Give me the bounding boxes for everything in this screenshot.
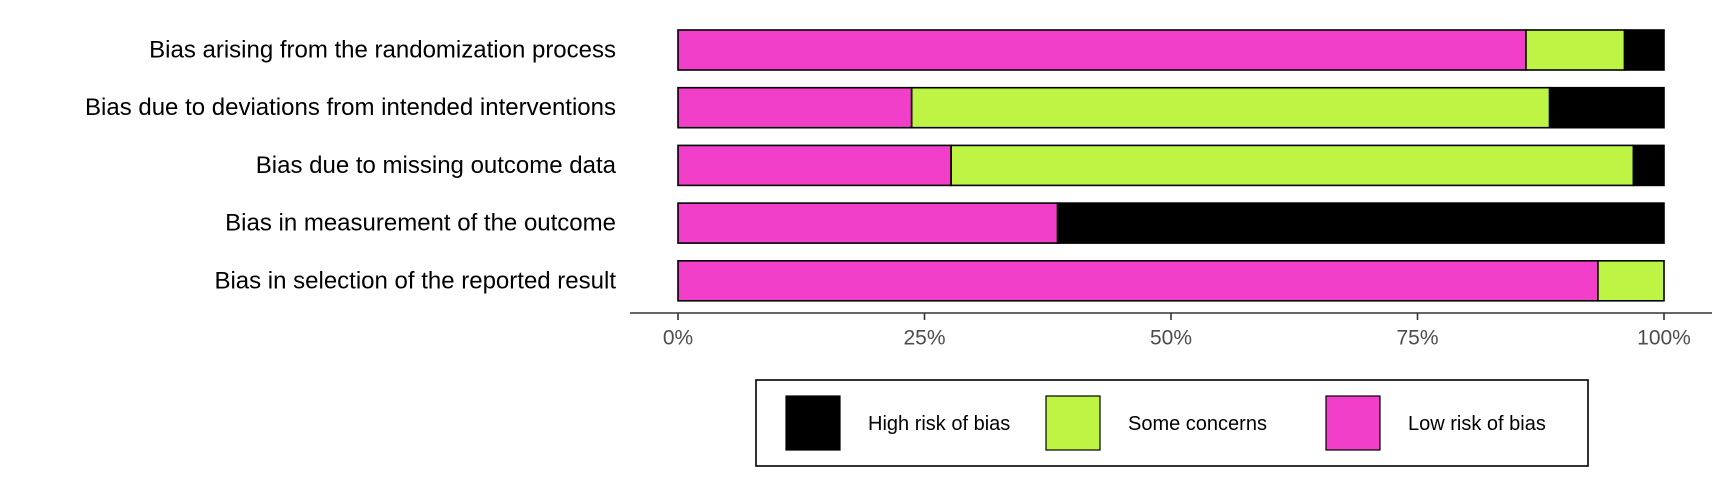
legend-label-some-concerns: Some concerns: [1128, 413, 1267, 435]
legend-label-low-risk-of-bias: Low risk of bias: [1408, 413, 1546, 435]
category-label: Bias arising from the randomization proc…: [149, 37, 616, 64]
category-label: Bias due to missing outcome data: [256, 152, 617, 179]
bar-segment-low-risk-of-bias: [677, 202, 1059, 244]
legend-label-high-risk-of-bias: High risk of bias: [868, 413, 1010, 435]
bar-segment-some-concerns: [1525, 29, 1626, 71]
x-tick-label: 0%: [663, 327, 693, 350]
category-label: Bias in measurement of the outcome: [225, 210, 616, 237]
legend-key-some-concerns: [1045, 395, 1101, 451]
bar-segment-low-risk-of-bias: [677, 259, 1599, 302]
bar-segment-some-concerns: [1597, 259, 1665, 302]
x-tick-label: 25%: [903, 327, 945, 350]
category-label: Bias due to deviations from intended int…: [85, 94, 616, 121]
x-tick-label: 100%: [1637, 327, 1691, 350]
legend-key-high-risk-of-bias: [785, 395, 841, 451]
legend-key-low-risk-of-bias: [1325, 395, 1381, 451]
bar-segment-some-concerns: [950, 144, 1635, 187]
legend: High risk of bias Some concerns Low risk o…: [755, 379, 1589, 467]
category-labels: Bias arising from the randomization proc…: [85, 37, 617, 295]
bar-segment-high-risk-of-bias: [1632, 144, 1665, 187]
x-tick-label: 75%: [1396, 327, 1438, 350]
x-tick-label: 50%: [1150, 327, 1192, 350]
bar-segment-high-risk-of-bias: [1548, 86, 1665, 129]
bar-segment-high-risk-of-bias: [1623, 29, 1665, 71]
bar-segment-high-risk-of-bias: [1056, 202, 1665, 244]
bars: [677, 29, 1665, 302]
bar-segment-low-risk-of-bias: [677, 29, 1527, 71]
x-axis: 0% 25% 50% 75% 100%: [630, 312, 1712, 350]
bar-segment-low-risk-of-bias: [677, 86, 913, 129]
legend-box: [755, 379, 1589, 467]
category-label: Bias in selection of the reported result: [214, 267, 616, 294]
bar-segment-some-concerns: [910, 86, 1551, 129]
bar-segment-low-risk-of-bias: [677, 144, 952, 187]
